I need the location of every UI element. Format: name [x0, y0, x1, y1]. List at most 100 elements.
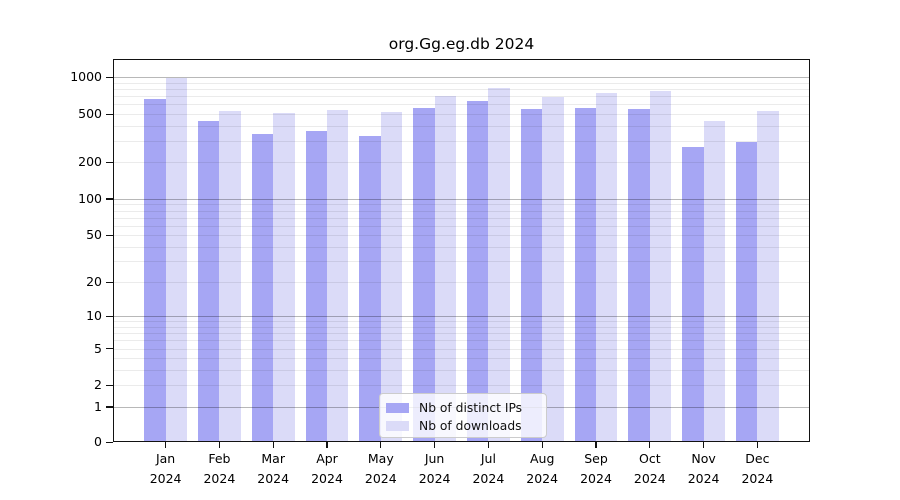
- minor-gridline-900: [113, 82, 810, 84]
- bar-downloads-jan: [165, 78, 187, 442]
- minor-gridline-7: [113, 333, 810, 335]
- x-tick-month-feb: Feb: [208, 451, 231, 466]
- bar-distinct-ips-aug: [520, 109, 543, 442]
- minor-gridline-20: [113, 282, 810, 284]
- y-tick-mark-200: [106, 161, 113, 164]
- bar-downloads-mar: [273, 112, 295, 442]
- x-tick-label-jun: Jun 2024: [407, 449, 463, 488]
- x-tick-year-may: 2024: [364, 470, 397, 486]
- y-tick-mark-1000: [106, 76, 113, 79]
- x-tick-year-oct: 2024: [633, 470, 666, 486]
- x-tick-mark-jul: [487, 442, 490, 448]
- minor-gridline-5: [113, 348, 810, 350]
- y-tick-label-0: 0: [94, 434, 102, 449]
- bar-downloads-jun: [434, 96, 456, 442]
- minor-gridline-60: [113, 225, 810, 227]
- bar-distinct-ips-may: [359, 135, 381, 442]
- bar-distinct-ips-jul: [467, 100, 489, 442]
- x-tick-mark-mar: [272, 442, 274, 448]
- bar-distinct-ips-apr: [305, 130, 327, 442]
- y-tick-label-1: 1: [94, 398, 102, 414]
- bar-downloads-apr: [327, 109, 349, 442]
- y-tick-label-100: 100: [78, 190, 102, 206]
- y-tick-label-10: 10: [86, 308, 102, 324]
- x-tick-month-oct: Oct: [638, 451, 661, 466]
- legend-swatch-downloads: [386, 420, 409, 432]
- minor-gridline-400: [113, 125, 810, 127]
- y-tick-mark-5: [106, 348, 113, 350]
- x-tick-month-jul: Jul: [480, 451, 496, 466]
- bar-downloads-jul: [488, 87, 510, 442]
- bar-downloads-may: [380, 111, 403, 442]
- minor-gridline-80: [113, 210, 810, 212]
- legend-label-distinct-ips: Nb of distinct IPs: [419, 401, 523, 415]
- bar-distinct-ips-jun: [413, 108, 435, 442]
- x-tick-mark-nov: [702, 442, 705, 448]
- x-tick-label-apr: Apr 2024: [299, 449, 355, 488]
- legend: Nb of distinct IPs Nb of downloads: [379, 393, 547, 438]
- x-tick-year-jan: 2024: [149, 470, 182, 486]
- x-tick-year-feb: 2024: [203, 470, 236, 486]
- legend-row-downloads: Nb of downloads: [386, 417, 539, 435]
- x-tick-month-mar: Mar: [261, 451, 285, 466]
- bar-downloads-aug: [542, 97, 564, 442]
- bar-distinct-ips-dec: [736, 141, 758, 442]
- x-tick-year-nov: 2024: [687, 470, 720, 486]
- y-tick-mark-500: [106, 113, 113, 115]
- minor-gridline-40: [113, 246, 810, 248]
- x-tick-year-sep: 2024: [580, 470, 612, 486]
- minor-gridline-6: [113, 340, 810, 342]
- y-tick-mark-0: [106, 441, 113, 443]
- x-tick-mark-dec: [756, 442, 759, 448]
- minor-gridline-3: [113, 370, 810, 372]
- x-tick-mark-feb: [218, 442, 221, 448]
- x-tick-month-may: May: [367, 451, 394, 466]
- minor-gridline-90: [113, 204, 810, 206]
- minor-gridline-200: [113, 162, 810, 164]
- y-tick-label-50: 50: [86, 227, 102, 243]
- x-tick-label-may: May 2024: [353, 449, 409, 488]
- x-tick-label-nov: Nov 2024: [676, 449, 732, 488]
- major-gridline-10: [113, 316, 810, 318]
- minor-gridline-500: [113, 114, 810, 116]
- x-tick-label-aug: Aug 2024: [514, 449, 570, 488]
- x-tick-label-jan: Jan 2024: [138, 449, 194, 488]
- bar-distinct-ips-mar: [251, 134, 274, 442]
- x-tick-mark-aug: [541, 442, 543, 448]
- plot-border: [113, 59, 810, 442]
- bar-downloads-sep: [596, 92, 618, 442]
- chart-title: org.Gg.eg.db 2024: [388, 35, 535, 53]
- y-tick-label-2: 2: [94, 377, 102, 393]
- minor-gridline-50: [113, 235, 810, 237]
- x-tick-label-oct: Oct 2024: [622, 449, 678, 488]
- x-tick-month-dec: Dec: [745, 451, 770, 466]
- minor-gridline-8: [113, 327, 810, 329]
- legend-swatch-distinct-ips: [386, 402, 409, 414]
- y-tick-label-5: 5: [94, 340, 102, 356]
- y-tick-label-1000: 1000: [70, 69, 102, 85]
- x-tick-month-nov: Nov: [691, 451, 716, 466]
- x-tick-label-feb: Feb 2024: [191, 449, 247, 488]
- minor-gridline-800: [113, 89, 810, 91]
- x-tick-year-apr: 2024: [311, 470, 343, 486]
- x-tick-year-dec: 2024: [741, 470, 774, 486]
- x-tick-mark-may: [380, 442, 382, 448]
- y-tick-mark-100: [106, 198, 113, 200]
- x-tick-label-sep: Sep 2024: [568, 449, 624, 488]
- x-tick-month-jun: Jun: [424, 451, 445, 466]
- x-tick-label-mar: Mar 2024: [245, 449, 301, 488]
- x-tick-year-aug: 2024: [526, 470, 559, 486]
- y-tick-mark-50: [106, 234, 113, 236]
- y-tick-mark-1: [106, 406, 113, 408]
- minor-gridline-30: [113, 261, 810, 263]
- bar-distinct-ips-jan: [144, 98, 166, 442]
- minor-gridline-700: [113, 96, 810, 98]
- x-tick-month-jan: Jan: [155, 451, 176, 466]
- x-tick-mark-oct: [649, 442, 651, 448]
- minor-gridline-300: [113, 141, 810, 143]
- x-tick-label-jul: Jul 2024: [460, 449, 516, 488]
- x-tick-month-apr: Apr: [316, 451, 338, 466]
- x-tick-month-sep: Sep: [584, 451, 608, 466]
- bar-distinct-ips-oct: [628, 109, 650, 442]
